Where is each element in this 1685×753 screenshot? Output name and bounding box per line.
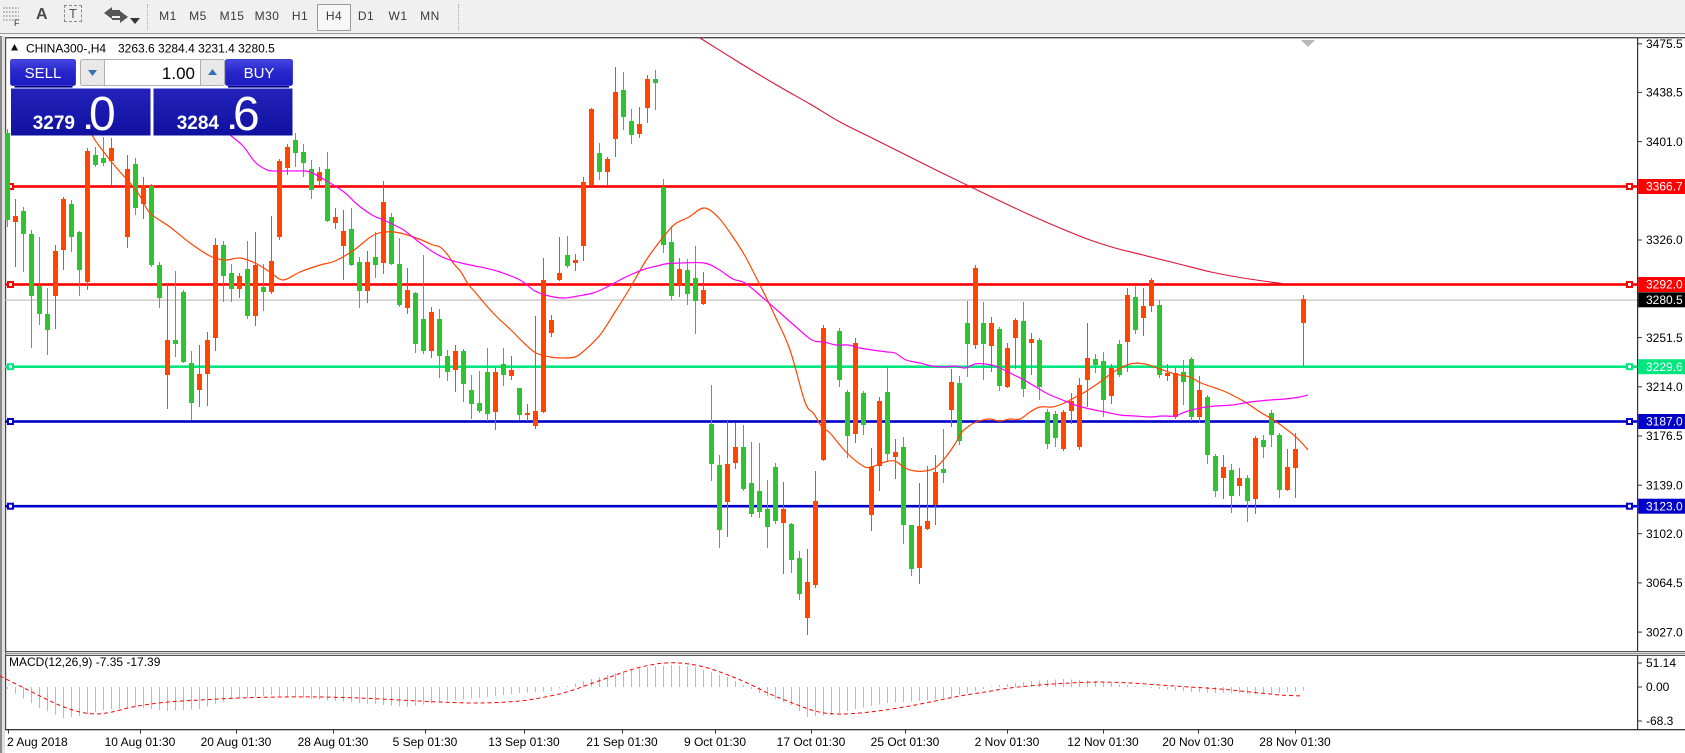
svg-text:3251.5: 3251.5: [1646, 331, 1683, 345]
svg-text:3366.7: 3366.7: [1646, 180, 1683, 194]
svg-text:2 Aug 2018: 2 Aug 2018: [7, 735, 68, 749]
svg-text:10 Aug 01:30: 10 Aug 01:30: [105, 735, 176, 749]
svg-text:17 Oct 01:30: 17 Oct 01:30: [777, 735, 846, 749]
svg-text:0: 0: [89, 88, 116, 141]
svg-text:SELL: SELL: [25, 65, 62, 82]
svg-text:3123.0: 3123.0: [1646, 499, 1683, 513]
svg-text:3176.5: 3176.5: [1646, 429, 1683, 443]
svg-text:MACD(12,26,9) -7.35 -17.39: MACD(12,26,9) -7.35 -17.39: [9, 655, 161, 669]
svg-text:3438.5: 3438.5: [1646, 86, 1683, 100]
svg-text:.: .: [84, 103, 92, 136]
svg-text:0.00: 0.00: [1646, 680, 1670, 694]
svg-text:F: F: [14, 18, 20, 28]
svg-text:3475.5: 3475.5: [1646, 37, 1683, 51]
svg-text:3279: 3279: [33, 113, 75, 134]
svg-text:BUY: BUY: [244, 65, 275, 82]
svg-text:3102.0: 3102.0: [1646, 527, 1683, 541]
svg-text:28 Nov 01:30: 28 Nov 01:30: [1259, 735, 1331, 749]
svg-text:12 Nov 01:30: 12 Nov 01:30: [1067, 735, 1139, 749]
svg-text:3263.6 3284.4 3231.4 3280.5: 3263.6 3284.4 3231.4 3280.5: [118, 42, 275, 56]
svg-text:3187.0: 3187.0: [1646, 415, 1683, 429]
svg-text:3284: 3284: [177, 113, 220, 134]
svg-text:1.00: 1.00: [162, 64, 195, 83]
svg-text:20 Nov 01:30: 20 Nov 01:30: [1162, 735, 1234, 749]
svg-text:3326.0: 3326.0: [1646, 233, 1683, 247]
svg-text:3401.0: 3401.0: [1646, 135, 1683, 149]
svg-text:3027.0: 3027.0: [1646, 625, 1683, 639]
svg-text:3139.0: 3139.0: [1646, 478, 1683, 492]
svg-text:3280.5: 3280.5: [1646, 293, 1683, 307]
svg-text:9 Oct 01:30: 9 Oct 01:30: [684, 735, 746, 749]
svg-text:25 Oct 01:30: 25 Oct 01:30: [871, 735, 940, 749]
svg-text:3229.6: 3229.6: [1646, 360, 1683, 374]
svg-text:20 Aug 01:30: 20 Aug 01:30: [201, 735, 272, 749]
svg-text:21 Sep 01:30: 21 Sep 01:30: [586, 735, 658, 749]
svg-text:5 Sep 01:30: 5 Sep 01:30: [393, 735, 458, 749]
svg-text:2 Nov 01:30: 2 Nov 01:30: [975, 735, 1040, 749]
svg-text:CHINA300-,H4: CHINA300-,H4: [26, 42, 106, 56]
svg-text:.: .: [228, 103, 236, 136]
svg-text:3292.0: 3292.0: [1646, 278, 1683, 292]
svg-text:-68.3: -68.3: [1646, 714, 1674, 728]
svg-text:3064.5: 3064.5: [1646, 576, 1683, 590]
svg-text:6: 6: [233, 88, 260, 141]
svg-text:13 Sep 01:30: 13 Sep 01:30: [488, 735, 560, 749]
svg-text:51.14: 51.14: [1646, 656, 1676, 670]
svg-text:3214.0: 3214.0: [1646, 380, 1683, 394]
svg-text:28 Aug 01:30: 28 Aug 01:30: [298, 735, 369, 749]
